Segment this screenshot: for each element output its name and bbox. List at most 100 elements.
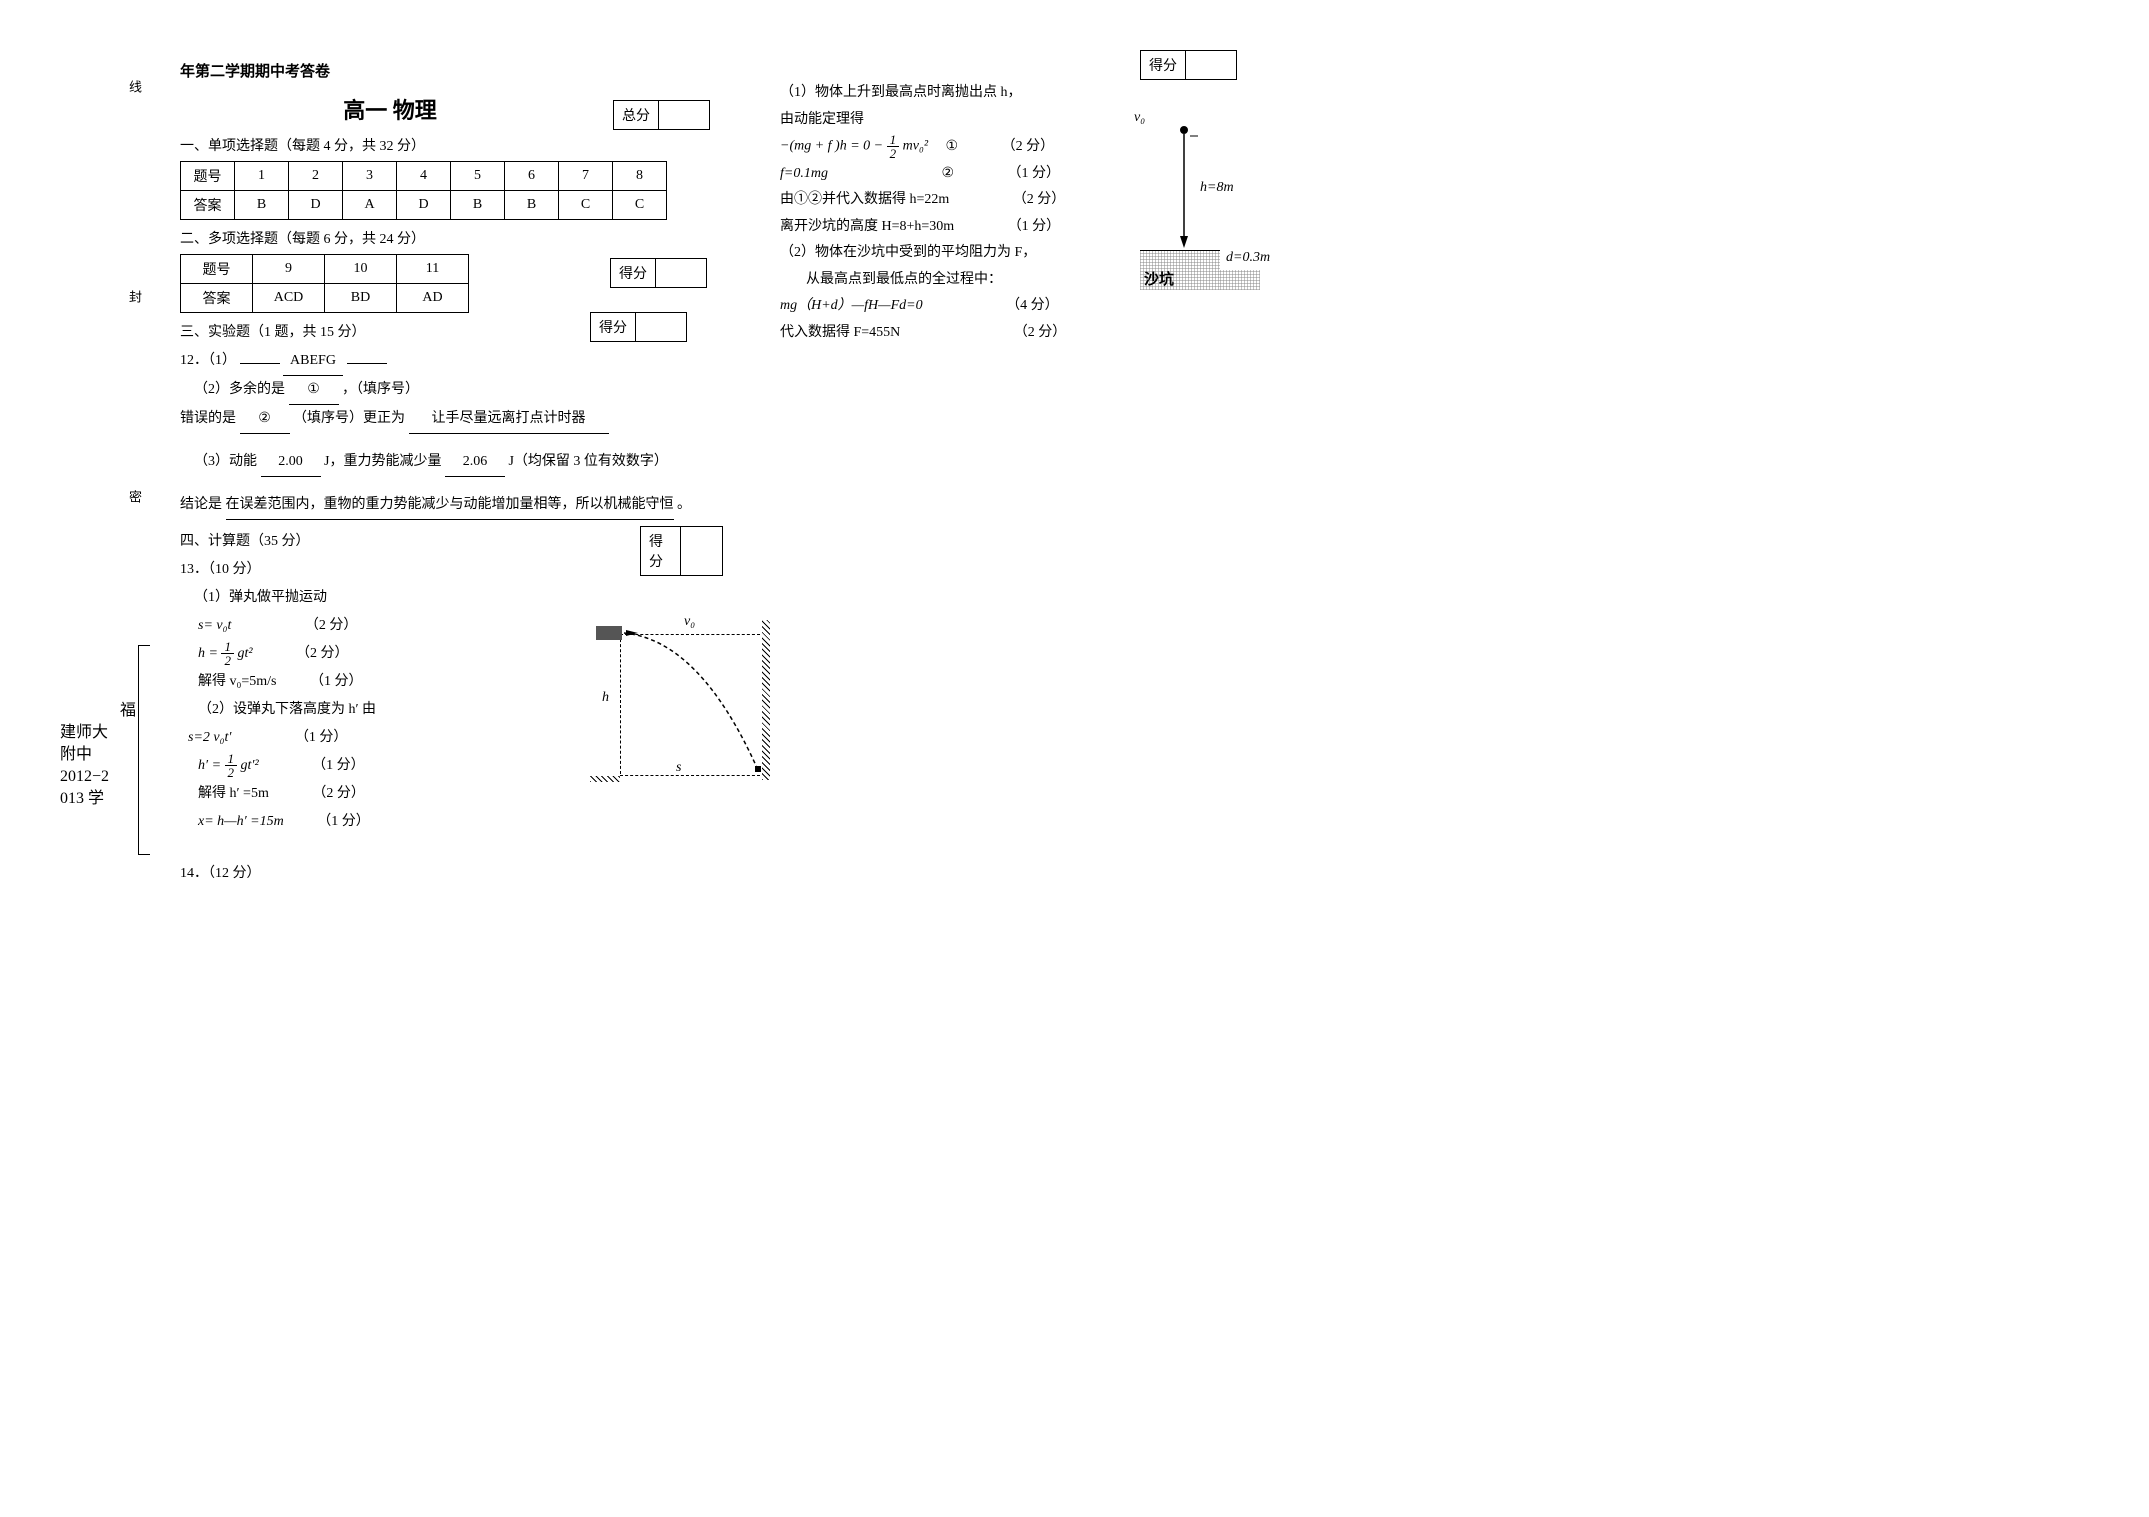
page2-score-box: 得分 <box>1140 50 1237 80</box>
q13-eq2-pts: （2 分） <box>296 646 349 661</box>
q13-head: 13．（10 分） <box>180 556 700 584</box>
sec2-score-box: 得分 <box>610 258 707 288</box>
q13-solve1: 解得 v₀=5m/s <box>198 674 277 689</box>
cell-ans: B <box>505 191 559 220</box>
sand-label: 沙坑 <box>1144 268 1174 289</box>
eq1-line: −(mg + f )h = 0 − 12 mv₀² ① （2 分） <box>780 133 1420 160</box>
label-v0: v₀ <box>1134 110 1145 126</box>
q14-head: 14．（12 分） <box>180 860 700 888</box>
fraction-half: 12 <box>221 640 234 667</box>
label-v0: v₀ <box>684 614 695 630</box>
cell-label: 答案 <box>181 191 235 220</box>
q13-eq1: s= v₀t <box>198 618 231 633</box>
q13-1: （1）弹丸做平抛运动 <box>194 584 700 612</box>
cell-ans: C <box>613 191 667 220</box>
q12-concl-pre: 结论是 <box>180 497 222 512</box>
total-score-value[interactable] <box>659 101 709 129</box>
q13-eq5-line: x= h—h′ =15m （1 分） <box>198 808 700 836</box>
cell-label: 答案 <box>181 284 253 313</box>
sec2-table: 题号 9 10 11 答案 ACD BD AD <box>180 254 541 313</box>
q13-solve2: 解得 h′ =5m <box>198 786 269 801</box>
cell-num: 5 <box>451 162 505 191</box>
q12-err: 错误的是 ② （填序号）更正为 让手尽量远离打点计时器 <box>180 405 700 434</box>
blank <box>347 363 387 364</box>
q13-eq4-pre: h′ = <box>198 758 221 773</box>
eq1-num: ① <box>946 139 959 154</box>
label-s: s <box>676 760 681 776</box>
cell-ans: C <box>559 191 613 220</box>
sec2-heading: 二、多项选择题（每题 6 分，共 24 分） <box>180 228 700 248</box>
q12-2-ans: ① <box>289 376 339 405</box>
q13-eq3-pts: （1 分） <box>295 730 348 745</box>
q13-solve1-pts: （1 分） <box>310 674 363 689</box>
q12-err-fix: 让手尽量远离打点计时器 <box>409 405 609 434</box>
score-label: 得分 <box>641 527 681 575</box>
cell-ans: BD <box>325 284 397 313</box>
q12-3-pre: （3）动能 <box>194 454 257 469</box>
q13-solve2-pts: （2 分） <box>312 786 365 801</box>
eq1-pts: （2 分） <box>1002 139 1055 154</box>
eq5-line: mg（H+d）—fH—Fd=0 （4 分） <box>780 293 1420 320</box>
cell-ans: AD <box>397 284 469 313</box>
q12-err-mid: （填序号）更正为 <box>293 411 405 426</box>
sand-region-right <box>1220 270 1260 290</box>
eq3-line: 由①②并代入数据得 h=22m （2 分） <box>780 187 1420 214</box>
cell-num: 3 <box>343 162 397 191</box>
q12-1: 12．（1） ABEFG <box>180 347 700 376</box>
q13-eq4-pts: （1 分） <box>312 758 365 773</box>
sec1-table: 题号 1 2 3 4 5 6 7 8 答案 B D A D B B C C <box>180 161 667 220</box>
score-value[interactable] <box>681 527 722 575</box>
eq4: 离开沙坑的高度 H=8+h=30m <box>780 219 954 234</box>
subject-title: 高一 物理 <box>80 93 700 125</box>
eq6-pts: （2 分） <box>1014 325 1067 340</box>
table-row: 题号 1 2 3 4 5 6 7 8 <box>181 162 667 191</box>
q13-eq4-suf: gt′² <box>241 758 259 773</box>
page-right: 得分 （1）物体上升到最高点时离抛出点 h， 由动能定理得 −(mg + f )… <box>760 60 1440 367</box>
eq2: f=0.1mg <box>780 166 828 181</box>
q12-2: （2）多余的是 ① ，（填序号） <box>194 376 700 405</box>
q12-1-ans: ABEFG <box>283 347 343 376</box>
q12-1-prefix: 12．（1） <box>180 353 236 368</box>
score-label: 得分 <box>591 313 636 341</box>
total-score-box: 总分 <box>613 100 710 130</box>
q13-eq5-pts: （1 分） <box>317 814 370 829</box>
eq1-lhs: −(mg + f )h = 0 − <box>780 139 883 154</box>
score-value[interactable] <box>636 313 686 341</box>
score-value[interactable] <box>1186 51 1236 79</box>
p14-2: （2）物体在沙坑中受到的平均阻力为 F， <box>780 240 1420 267</box>
eq5-pts: （4 分） <box>1006 298 1059 313</box>
label-d: d=0.3m <box>1226 250 1270 266</box>
cell-num: 8 <box>613 162 667 191</box>
eq2-line: f=0.1mg ② （1 分） <box>780 161 1420 188</box>
q12-concl-text: 在误差范围内，重物的重力势能减少与动能增加量相等，所以机械能守恒 <box>226 491 674 520</box>
cell-ans: D <box>289 191 343 220</box>
score-value[interactable] <box>656 259 706 287</box>
p14-1b: 由动能定理得 <box>780 107 1420 134</box>
eq4-pts: （1 分） <box>1008 219 1061 234</box>
fraction-half: 12 <box>225 752 238 779</box>
cell-num: 10 <box>325 255 397 284</box>
q13-eq1-pts: （2 分） <box>305 618 358 633</box>
eq6: 代入数据得 F=455N <box>780 325 900 340</box>
table-row: 题号 9 10 11 <box>181 255 541 284</box>
table-row: 答案 ACD BD AD <box>181 284 541 313</box>
cell-label: 题号 <box>181 162 235 191</box>
q13-eq5: x= h—h′ =15m <box>198 814 284 829</box>
cell-num: 1 <box>235 162 289 191</box>
cell-num: 7 <box>559 162 613 191</box>
cell-ans: D <box>397 191 451 220</box>
p14-1: （1）物体上升到最高点时离抛出点 h， <box>780 80 1420 107</box>
exam-title: 年第二学期期中考答卷 <box>180 60 700 81</box>
q13-eq3: s=2 v₀t′ <box>188 730 231 745</box>
score-label: 得分 <box>611 259 656 287</box>
eq6-line: 代入数据得 F=455N （2 分） <box>780 320 1420 347</box>
fraction-half: 12 <box>887 133 900 160</box>
cell-ans: B <box>235 191 289 220</box>
eq5: mg（H+d）—fH—Fd=0 <box>780 298 923 313</box>
sec4-heading: 四、计算题（35 分） <box>180 530 700 550</box>
q12-3-mid: J，重力势能减少量 <box>324 454 441 469</box>
label-h: h <box>602 690 609 706</box>
q14-solution: （1）物体上升到最高点时离抛出点 h， 由动能定理得 −(mg + f )h =… <box>780 80 1420 347</box>
eq3: 由①②并代入数据得 h=22m <box>780 192 949 207</box>
cell-ans: B <box>451 191 505 220</box>
